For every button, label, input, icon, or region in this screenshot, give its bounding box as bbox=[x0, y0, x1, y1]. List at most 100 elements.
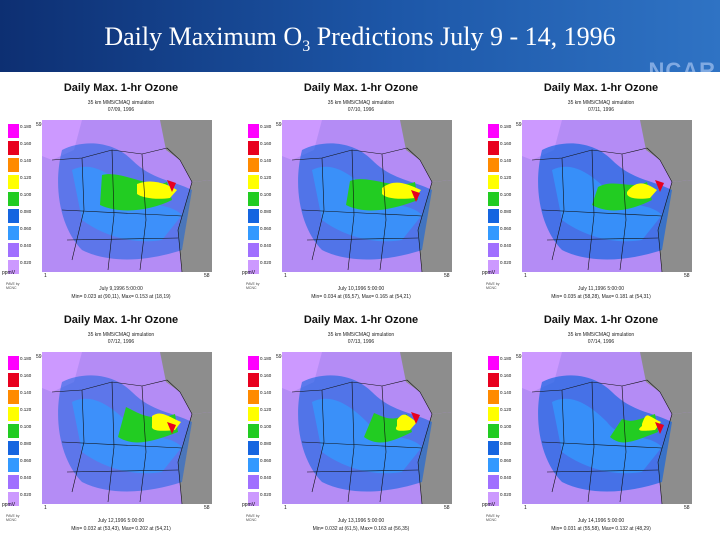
legend-swatch bbox=[488, 243, 499, 257]
legend-swatch bbox=[248, 441, 259, 455]
state-boundaries bbox=[531, 379, 673, 504]
legend-swatch bbox=[8, 260, 19, 274]
legend-value: 0.180 bbox=[500, 124, 512, 129]
legend-value: 0.060 bbox=[20, 458, 32, 463]
map-region bbox=[382, 182, 421, 199]
panel-subtitle: 35 km MM5/CMAQ simulation bbox=[87, 332, 155, 338]
ozone-map-panel: Daily Max. 1-hr Ozone 35 km MM5/CMAQ sim… bbox=[2, 308, 240, 540]
legend-swatch bbox=[488, 424, 499, 438]
panel-timestamp: July 14,1996 5:00:00 bbox=[577, 518, 625, 524]
legend-swatch bbox=[8, 475, 19, 489]
panel-subtitle: 35 km MM5/CMAQ simulation bbox=[567, 332, 635, 338]
color-legend: 0.180 0.160 0.140 0.120 0.100 0.080 0.060 0.040… bbox=[482, 352, 512, 506]
ocean-region bbox=[640, 352, 692, 414]
grid-left-label: 1 bbox=[524, 505, 527, 511]
legend-swatch bbox=[488, 175, 499, 189]
slide-title-main: Daily Maximum O bbox=[104, 22, 303, 51]
map-region bbox=[411, 190, 420, 202]
legend-swatch bbox=[8, 424, 19, 438]
legend-swatch bbox=[488, 158, 499, 172]
legend-value: 0.020 bbox=[20, 492, 32, 497]
map-region bbox=[395, 414, 417, 431]
panel-date: 07/10, 1996 bbox=[347, 107, 375, 113]
legend-swatch bbox=[248, 424, 259, 438]
panel-title: Daily Max. 1-hr Ozone bbox=[63, 314, 179, 326]
panel-min-max: Min= 0.031 at (55,58), Max= 0.132 at (48… bbox=[551, 526, 651, 532]
legend-swatch bbox=[488, 226, 499, 240]
legend-swatch bbox=[8, 492, 19, 506]
panel-timestamp: July 11,1996 5:00:00 bbox=[577, 286, 625, 292]
legend-swatch bbox=[488, 124, 499, 138]
color-legend: 0.180 0.160 0.140 0.120 0.100 0.080 0.060 0.040… bbox=[242, 120, 272, 274]
legend-swatch bbox=[248, 260, 259, 274]
legend-swatch bbox=[488, 458, 499, 472]
color-legend: 0.180 0.160 0.140 0.120 0.100 0.080 0.060 0.040… bbox=[2, 352, 32, 506]
legend-value: 0.160 bbox=[260, 141, 272, 146]
grid-top-label: 59 bbox=[36, 354, 42, 360]
legend-value: 0.040 bbox=[20, 243, 32, 248]
pave-credit: PAVE by MCNC bbox=[6, 282, 20, 290]
color-legend: 0.180 0.160 0.140 0.120 0.100 0.080 0.060 0.040… bbox=[2, 120, 32, 274]
ozone-map bbox=[282, 120, 452, 272]
legend-swatch bbox=[8, 158, 19, 172]
legend-swatch bbox=[8, 441, 19, 455]
grid-top-label: 59 bbox=[276, 354, 282, 360]
panel-date: 07/09, 1996 bbox=[107, 107, 135, 113]
legend-value: 0.100 bbox=[20, 424, 32, 429]
legend-value: 0.140 bbox=[260, 158, 272, 163]
panel-min-max: Min= 0.032 at (53,43), Max= 0.202 at (54… bbox=[71, 526, 171, 532]
legend-swatch bbox=[488, 492, 499, 506]
map-region bbox=[627, 183, 657, 199]
panel-timestamp: July 13,1996 5:00:00 bbox=[337, 518, 385, 524]
legend-value: 0.120 bbox=[500, 175, 512, 180]
ocean-region bbox=[160, 352, 212, 414]
ocean-region bbox=[640, 120, 692, 182]
panel-grid: Daily Max. 1-hr Ozone 35 km MM5/CMAQ sim… bbox=[0, 72, 720, 540]
legend-swatch bbox=[488, 209, 499, 223]
ozone-map-panel: Daily Max. 1-hr Ozone 35 km MM5/CMAQ sim… bbox=[242, 308, 480, 540]
legend-swatch bbox=[248, 390, 259, 404]
slide-title: Daily Maximum O3 Predictions July 9 - 14… bbox=[0, 22, 720, 56]
panel-date: 07/11, 1996 bbox=[587, 107, 615, 113]
legend-swatch bbox=[488, 356, 499, 370]
legend-value: 0.120 bbox=[20, 407, 32, 412]
legend-swatch bbox=[488, 141, 499, 155]
ocean-region bbox=[160, 120, 212, 182]
legend-value: 0.020 bbox=[260, 260, 272, 265]
panel-date: 07/12, 1996 bbox=[107, 339, 135, 345]
panel-title: Daily Max. 1-hr Ozone bbox=[543, 314, 659, 326]
grid-top-label: 59 bbox=[36, 122, 42, 128]
legend-units: ppmV bbox=[482, 502, 496, 508]
ocean-region bbox=[400, 120, 452, 182]
legend-value: 0.180 bbox=[500, 356, 512, 361]
panel-subtitle: 35 km MM5/CMAQ simulation bbox=[327, 100, 395, 106]
legend-swatch bbox=[248, 373, 259, 387]
panel-date: 07/14, 1996 bbox=[587, 339, 615, 345]
grid-top-label: 59 bbox=[516, 354, 522, 360]
grid-left-label: 1 bbox=[44, 505, 47, 511]
panel-timestamp: July 10,1996 5:00:00 bbox=[337, 286, 385, 292]
grid-left-label: 1 bbox=[284, 505, 287, 511]
panel-min-max: Min= 0.035 at (58,28), Max= 0.181 at (54… bbox=[551, 294, 651, 300]
state-boundaries bbox=[51, 147, 193, 272]
legend-units: ppmV bbox=[482, 270, 496, 276]
ozone-map-panel: Daily Max. 1-hr Ozone 35 km MM5/CMAQ sim… bbox=[482, 308, 720, 540]
legend-swatch bbox=[488, 192, 499, 206]
state-boundaries bbox=[531, 147, 673, 272]
map-region bbox=[639, 415, 661, 431]
legend-value: 0.140 bbox=[260, 390, 272, 395]
state-boundaries bbox=[291, 147, 433, 272]
legend-swatch bbox=[8, 243, 19, 257]
legend-value: 0.160 bbox=[20, 141, 32, 146]
color-legend: 0.180 0.160 0.140 0.120 0.100 0.080 0.060 0.040… bbox=[482, 120, 512, 274]
legend-value: 0.100 bbox=[500, 424, 512, 429]
pave-credit: PAVE by MCNC bbox=[6, 514, 20, 522]
panel-subtitle: 35 km MM5/CMAQ simulation bbox=[327, 332, 395, 338]
map-region bbox=[167, 422, 176, 434]
ozone-map bbox=[522, 352, 692, 504]
panel-min-max: Min= 0.032 at (61,5), Max= 0.163 at (56,… bbox=[312, 526, 410, 532]
panel-title: Daily Max. 1-hr Ozone bbox=[543, 82, 659, 94]
legend-swatch bbox=[248, 226, 259, 240]
map-region bbox=[118, 407, 178, 443]
legend-swatch bbox=[248, 192, 259, 206]
